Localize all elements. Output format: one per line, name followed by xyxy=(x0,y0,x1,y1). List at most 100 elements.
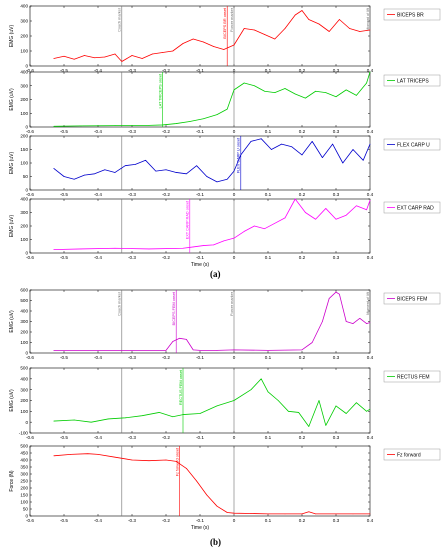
data-point xyxy=(291,146,293,148)
data-point xyxy=(240,154,242,156)
y-axis-label: EMG (uV) xyxy=(9,310,15,333)
data-point xyxy=(213,46,214,47)
x-tick-label: 0 xyxy=(233,355,236,360)
data-point xyxy=(165,350,167,351)
event-marker-label: EXT CARP RAD onset xyxy=(186,200,190,239)
data-point xyxy=(131,55,133,56)
y-tick-label: 100 xyxy=(20,409,28,414)
data-point xyxy=(158,412,160,413)
x-tick-label: 0.3 xyxy=(333,355,340,360)
event-marker-label: Forcer marker xyxy=(230,7,234,32)
data-series-line xyxy=(53,453,370,515)
y-tick-label: 500 xyxy=(20,444,28,449)
data-point xyxy=(250,389,252,391)
y-tick-label: 100 xyxy=(20,161,28,166)
data-point xyxy=(260,378,262,380)
data-point xyxy=(356,402,357,404)
x-tick-label: 0.1 xyxy=(265,255,272,260)
y-axis-label: Force (N) xyxy=(9,470,15,491)
y-tick-label: -100 xyxy=(19,431,29,436)
panel-label-b: (b) xyxy=(210,537,221,547)
x-tick-label: -0.5 xyxy=(60,255,68,260)
data-point xyxy=(233,400,235,401)
data-point xyxy=(366,209,367,211)
y-tick-label: 250 xyxy=(20,479,28,484)
data-point xyxy=(274,38,276,40)
data-point xyxy=(73,178,75,180)
data-point xyxy=(196,165,197,167)
x-tick-label: 0.2 xyxy=(299,518,306,523)
y-tick-label: 600 xyxy=(20,288,28,293)
data-point xyxy=(284,88,286,89)
data-point xyxy=(359,318,361,319)
data-point xyxy=(97,454,99,455)
chart-panel-3: -0.6 -0.5 -0.4 -0.3 -0.2 -0.1 0 0.1 0.2 0.3 0.4 0 10… xyxy=(9,197,441,268)
x-tick-label: 0.1 xyxy=(265,192,272,197)
x-tick-label: 0 xyxy=(233,435,236,440)
x-tick-label: -0.3 xyxy=(128,355,136,360)
y-tick-label: 50 xyxy=(23,507,29,512)
data-point xyxy=(87,453,89,455)
chart-panel-5: -0.6 -0.5 -0.4 -0.3 -0.2 -0.1 0 0.1 0.2 0.3 0.4 -10… xyxy=(9,366,441,440)
plot-frame xyxy=(29,198,371,254)
data-point xyxy=(233,170,235,172)
x-tick-label: 0.3 xyxy=(333,68,340,73)
event-marker-label: RECTUS FEM onset xyxy=(179,369,183,405)
y-tick-label: 500 xyxy=(20,366,28,371)
event-marker-label: LAT TRICEPS onset xyxy=(158,73,162,108)
data-point xyxy=(186,339,187,340)
data-point xyxy=(104,56,106,58)
data-point xyxy=(172,50,174,52)
x-tick-label: -0.4 xyxy=(94,255,102,260)
y-tick-label: 200 xyxy=(20,486,28,491)
data-point xyxy=(175,461,177,462)
y-tick-label: 200 xyxy=(20,97,28,102)
data-point xyxy=(172,416,174,418)
data-point xyxy=(366,323,367,324)
data-point xyxy=(84,55,85,56)
x-tick-label: 0.2 xyxy=(299,129,306,134)
event-marker-label: Moment of lift xyxy=(366,291,370,315)
data-point xyxy=(226,108,228,110)
data-point xyxy=(243,28,245,29)
chart-panel-1: -0.6 -0.5 -0.4 -0.3 -0.2 -0.1 0 0.1 0.2 0.3 0.4 0 10… xyxy=(9,70,441,134)
data-point xyxy=(254,225,255,227)
data-point xyxy=(271,149,272,150)
data-point xyxy=(345,413,347,414)
x-tick-label: 0.4 xyxy=(367,518,374,523)
y-tick-label: 350 xyxy=(20,465,28,470)
data-point xyxy=(196,480,197,482)
data-point xyxy=(233,89,235,91)
y-tick-label: 200 xyxy=(20,330,28,335)
x-tick-label: -0.3 xyxy=(128,518,136,523)
legend-box xyxy=(383,292,441,305)
y-tick-label: 0 xyxy=(25,351,28,356)
data-point xyxy=(175,123,177,124)
x-tick-label: -0.4 xyxy=(94,518,102,523)
y-tick-label: 0 xyxy=(25,64,28,69)
data-point xyxy=(141,58,143,59)
data-point xyxy=(369,513,371,515)
y-tick-label: 300 xyxy=(20,319,28,324)
data-point xyxy=(94,173,95,175)
data-point xyxy=(294,14,296,16)
x-tick-label: 0.2 xyxy=(299,435,306,440)
data-point xyxy=(322,157,323,158)
x-tick-label: -0.1 xyxy=(196,192,204,197)
x-tick-label: -0.4 xyxy=(94,192,102,197)
x-tick-label: -0.2 xyxy=(162,518,170,523)
data-point xyxy=(124,165,126,167)
x-tick-label: 0.4 xyxy=(367,192,374,197)
x-tick-label: -0.1 xyxy=(196,518,204,523)
data-point xyxy=(352,323,354,324)
data-point xyxy=(284,513,286,515)
x-tick-label: 0 xyxy=(233,129,236,134)
x-tick-label: -0.6 xyxy=(26,192,34,197)
data-point xyxy=(369,29,371,31)
x-tick-label: -0.5 xyxy=(60,355,68,360)
x-tick-label: 0.4 xyxy=(367,68,374,73)
data-point xyxy=(213,244,214,246)
data-point xyxy=(233,44,235,46)
data-point xyxy=(203,245,204,246)
